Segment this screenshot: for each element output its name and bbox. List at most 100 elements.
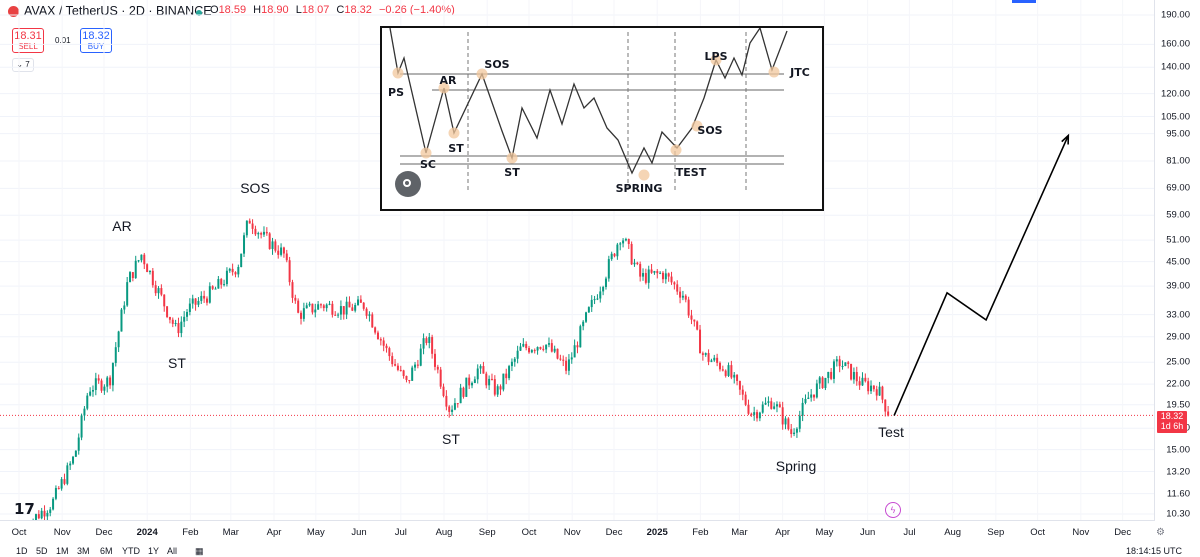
sell-label: SELL: [18, 42, 38, 51]
candle-down: [431, 337, 434, 354]
event-marker: [506, 152, 518, 164]
candle-up: [610, 253, 613, 260]
candle-up: [832, 361, 835, 379]
candle-up: [824, 377, 827, 388]
candle-down: [37, 514, 40, 519]
range-button-1d[interactable]: 1D: [16, 546, 28, 556]
candle-up: [815, 383, 818, 398]
candle-up: [582, 321, 585, 327]
event-marker: [768, 66, 780, 78]
event-marker: [710, 54, 722, 66]
lightning-icon[interactable]: ϟ: [885, 502, 901, 518]
candle-down: [528, 348, 531, 353]
candle-down: [613, 253, 616, 257]
candle-down: [707, 353, 710, 362]
range-button-ytd[interactable]: YTD: [122, 546, 140, 556]
candle-down: [416, 364, 419, 366]
candle-up: [519, 346, 522, 351]
candle-up: [245, 220, 248, 236]
gear-icon[interactable]: ⚙: [1156, 527, 1165, 538]
candle-down: [693, 319, 696, 322]
candle-up: [587, 307, 590, 313]
candle-up: [753, 412, 756, 415]
candle-down: [291, 282, 294, 298]
range-button-6m[interactable]: 6M: [100, 546, 113, 556]
indicators-collapse-button[interactable]: ⌄ 7: [12, 58, 34, 72]
candle-down: [385, 345, 388, 349]
candle-down: [830, 371, 833, 379]
ohlc-high-key: H: [253, 4, 262, 16]
candle-down: [405, 375, 408, 380]
ohlc-low-key: L: [295, 4, 302, 16]
candle-up: [870, 385, 873, 392]
range-button-5d[interactable]: 5D: [36, 546, 48, 556]
candle-up: [516, 350, 519, 359]
candle-up: [52, 498, 55, 510]
inset-label: AR: [439, 74, 457, 87]
candle-down: [744, 394, 747, 405]
price-tick-label: 140.00: [1160, 61, 1190, 73]
annotation-st-1: ST: [168, 355, 186, 371]
candle-up: [878, 386, 881, 396]
candle-down: [750, 413, 753, 415]
event-marker: [691, 120, 703, 132]
candle-down: [456, 403, 459, 405]
inset-label: PS: [388, 86, 404, 99]
candle-down: [838, 359, 841, 367]
lens-icon[interactable]: [395, 171, 421, 197]
candle-up: [827, 371, 830, 378]
buy-button[interactable]: 18.32 BUY: [80, 28, 112, 53]
candle-down: [251, 223, 254, 229]
annotation-st-2: ST: [442, 431, 460, 447]
candle-up: [767, 401, 770, 403]
ohlc-close-key: C: [336, 4, 345, 16]
candle-up: [459, 387, 462, 404]
range-button-1y[interactable]: 1Y: [148, 546, 160, 556]
candle-down: [371, 314, 374, 328]
candle-up: [325, 304, 328, 309]
price-tick-label: 19.50: [1166, 399, 1190, 411]
candle-up: [502, 373, 505, 390]
range-button-1m[interactable]: 1M: [56, 546, 69, 556]
candle-up: [647, 269, 650, 283]
price-chart[interactable]: [0, 0, 1155, 520]
price-axis[interactable]: 10.3011.6013.2015.0017.0019.5022.0025.00…: [1154, 0, 1200, 520]
candle-up: [240, 253, 243, 267]
candle-down: [43, 510, 46, 517]
candle-down: [690, 315, 693, 320]
candle-up: [317, 304, 320, 310]
candle-up: [117, 331, 120, 348]
candle-up: [465, 377, 468, 397]
candle-down: [254, 228, 257, 235]
candle-up: [713, 357, 716, 361]
sell-button[interactable]: 18.31 SELL: [12, 28, 44, 53]
candle-down: [351, 307, 354, 311]
candle-up: [570, 357, 573, 360]
candle-down: [699, 329, 702, 354]
candle-up: [49, 509, 52, 513]
time-tick-label: Dec: [605, 527, 623, 538]
candle-down: [636, 262, 639, 264]
candle-down: [493, 379, 496, 395]
candle-up: [368, 314, 371, 316]
candle-down: [205, 298, 208, 303]
candle-up: [129, 272, 132, 283]
candle-up: [476, 368, 479, 380]
candle-down: [274, 241, 277, 251]
range-button-3m[interactable]: 3M: [77, 546, 90, 556]
candle-up: [137, 260, 140, 262]
candle-up: [793, 432, 796, 435]
candle-down: [781, 407, 784, 425]
candle-up: [522, 343, 525, 347]
range-button-all[interactable]: All: [167, 546, 178, 556]
calendar-icon[interactable]: ▦: [195, 546, 204, 556]
candle-down: [234, 272, 237, 275]
time-tick-label: May: [306, 527, 325, 538]
top-right-indicator: [1012, 0, 1036, 3]
candle-up: [80, 415, 83, 438]
candle-down: [505, 373, 508, 379]
candle-down: [203, 295, 206, 299]
candle-down: [248, 220, 251, 224]
candle-down: [556, 348, 559, 359]
last-price-value: 18.32: [1160, 411, 1184, 421]
